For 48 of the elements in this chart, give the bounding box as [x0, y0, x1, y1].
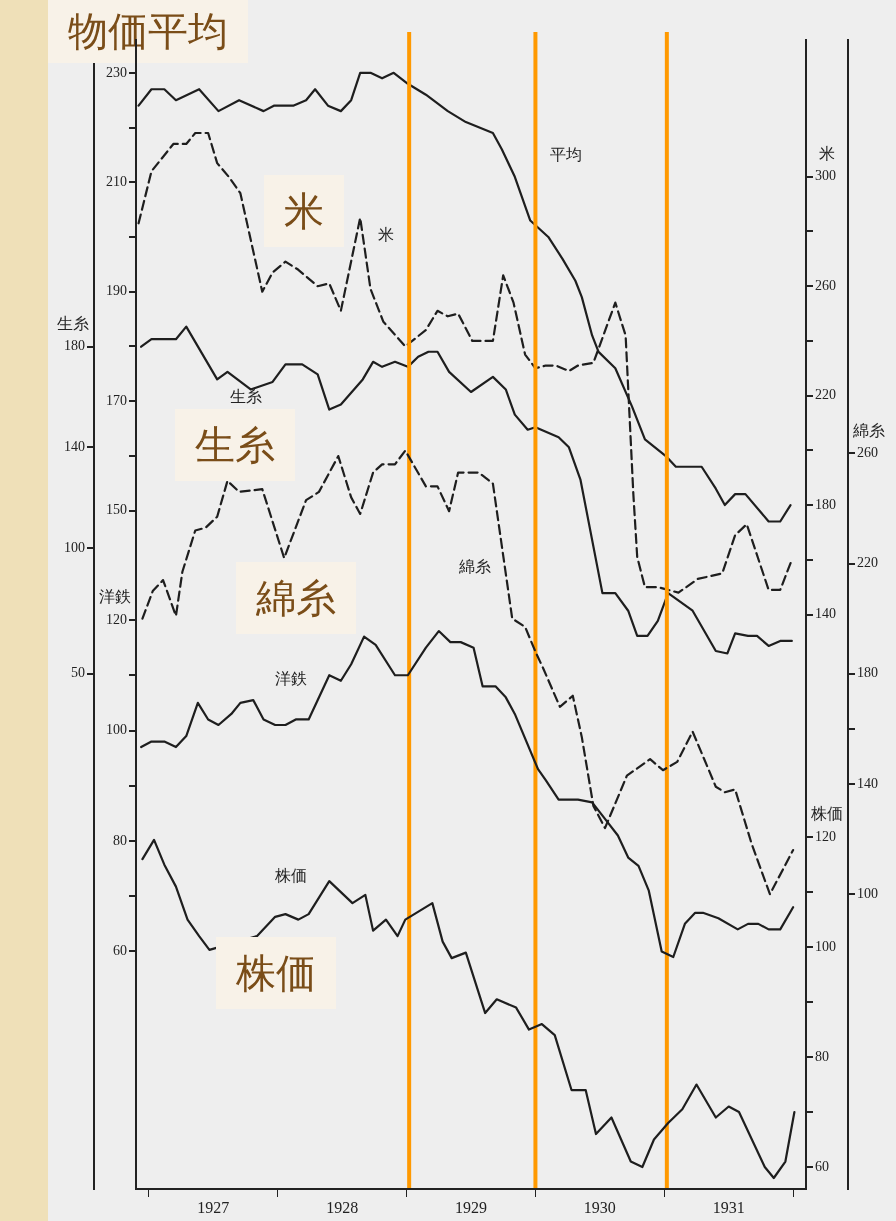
- y-tick-label: 120: [106, 611, 127, 627]
- x-tick-label: 1930: [583, 1198, 616, 1216]
- x-tick-label: 1928: [326, 1198, 359, 1216]
- y3-tick-label: 180: [64, 338, 85, 354]
- annotation: 綿糸: [235, 561, 356, 634]
- series-label: 綿糸: [457, 558, 491, 576]
- y3-tick-label: 220: [857, 555, 878, 571]
- y-tick-label: 210: [106, 173, 127, 189]
- series-label: 洋鉄: [274, 669, 307, 687]
- x-tick-label: 1931: [712, 1198, 745, 1216]
- text: 平均: [550, 145, 583, 163]
- y2-axis-title: 米: [819, 144, 835, 162]
- x-tick-label: 1929: [455, 1198, 487, 1216]
- y3-tick-label: 180: [857, 665, 878, 681]
- y2-tick-label: 120: [815, 828, 836, 844]
- series-label: 米: [377, 225, 394, 243]
- y-tick-label: 170: [106, 392, 127, 408]
- y2-tick-label: 220: [815, 387, 836, 403]
- y3-tick-label: 140: [857, 775, 878, 791]
- x-tick-label: 1927: [197, 1198, 230, 1216]
- y2-axis-title: 株価: [810, 805, 843, 823]
- y2-tick-label: 80: [815, 1048, 829, 1064]
- annotation: 米: [263, 174, 344, 247]
- y2-tick-label: 300: [815, 168, 836, 184]
- y3-axis-title: 生糸: [57, 314, 89, 332]
- y-axis-title: 洋鉄: [99, 588, 131, 606]
- y-tick-label: 230: [106, 64, 127, 80]
- series-label: 生糸: [229, 387, 262, 405]
- y-tick-label: 60: [113, 943, 127, 959]
- y3-axis-title: 綿糸: [852, 421, 885, 439]
- series-label: 株価: [273, 866, 307, 884]
- y-tick-label: 190: [106, 283, 127, 299]
- y3-tick-label: 100: [857, 885, 878, 901]
- y2-tick-label: 140: [815, 606, 836, 622]
- y3-tick-label: 100: [64, 539, 85, 555]
- annotation: 株価: [216, 937, 337, 1010]
- y2-tick-label: 100: [815, 938, 836, 954]
- y-tick-label: 150: [106, 502, 127, 518]
- chart-title: 物価平均: [48, 0, 248, 63]
- y-tick-label: 80: [113, 832, 127, 848]
- y2-tick-label: 260: [815, 277, 836, 293]
- y3-tick-label: 50: [71, 665, 85, 681]
- y-tick-label: 100: [106, 722, 127, 738]
- y3-tick-label: 260: [857, 444, 878, 460]
- y2-tick-label: 60: [815, 1158, 829, 1174]
- annotation: 生糸: [175, 409, 296, 482]
- y3-tick-label: 140: [64, 438, 85, 454]
- y2-tick-label: 180: [815, 496, 836, 512]
